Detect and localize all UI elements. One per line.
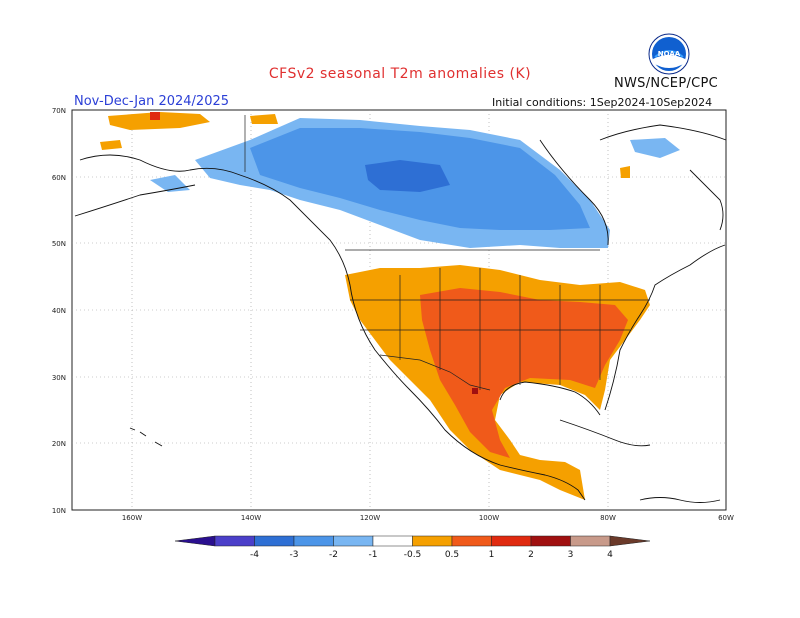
lat-label: 70N — [52, 107, 66, 115]
colorbar-swatch — [214, 535, 255, 547]
colorbar-swatch — [412, 535, 453, 547]
lat-label: 40N — [52, 307, 66, 315]
colorbar-swatch — [254, 535, 295, 547]
colorbar-label: 3 — [568, 550, 574, 560]
lon-label: 80W — [600, 514, 616, 522]
colorbar-swatch — [372, 535, 413, 547]
political-borders — [244, 115, 650, 391]
forecast-period: Nov-Dec-Jan 2024/2025 — [74, 94, 230, 109]
coastlines — [74, 124, 727, 503]
noaa-logo-icon: NOAA — [648, 33, 690, 75]
colorbar-max-arrow — [609, 535, 651, 547]
map-title: CFSv2 seasonal T2m anomalies (K) — [268, 66, 532, 82]
colorbar-swatch — [570, 535, 611, 547]
colorbar-label: -0.5 — [404, 550, 422, 560]
lat-label: 20N — [52, 440, 66, 448]
colorbar-label: 4 — [607, 550, 613, 560]
lat-label: 60N — [52, 174, 66, 182]
lon-label: 60W — [718, 514, 734, 522]
colorbar-swatch — [293, 535, 334, 547]
colorbar-label: 2 — [528, 550, 534, 560]
lat-label: 50N — [52, 240, 66, 248]
lon-label: 100W — [479, 514, 499, 522]
colorbar-swatch — [451, 535, 492, 547]
svg-text:NOAA: NOAA — [658, 50, 681, 58]
warm-anomaly-region — [100, 112, 650, 500]
colorbar-label: -1 — [369, 550, 378, 560]
colorbar-label: -4 — [250, 550, 259, 560]
cool-anomaly-region — [150, 118, 680, 248]
colorbar-swatch — [333, 535, 374, 547]
longitude-labels: 160W 140W 120W 100W 80W 60W — [122, 514, 734, 522]
lon-label: 140W — [241, 514, 261, 522]
colorbar-swatch — [530, 535, 571, 547]
colorbar-min-arrow — [174, 535, 216, 547]
colorbar-swatch — [491, 535, 532, 547]
agency-label: NWS/NCEP/CPC — [614, 76, 719, 91]
colorbar-legend: -4 -3 -2 -1 -0.5 0.5 1 2 3 4 — [174, 535, 651, 560]
colorbar-label: -2 — [329, 550, 338, 560]
latitude-labels: 70N 60N 50N 40N 30N 20N 10N — [52, 107, 66, 515]
colorbar-label: 0.5 — [445, 550, 459, 560]
lon-label: 160W — [122, 514, 142, 522]
initial-conditions: Initial conditions: 1Sep2024-10Sep2024 — [492, 96, 713, 109]
lon-label: 120W — [360, 514, 380, 522]
lat-label: 10N — [52, 507, 66, 515]
colorbar-label: 1 — [489, 550, 495, 560]
colorbar-label: -3 — [290, 550, 299, 560]
lat-label: 30N — [52, 374, 66, 382]
